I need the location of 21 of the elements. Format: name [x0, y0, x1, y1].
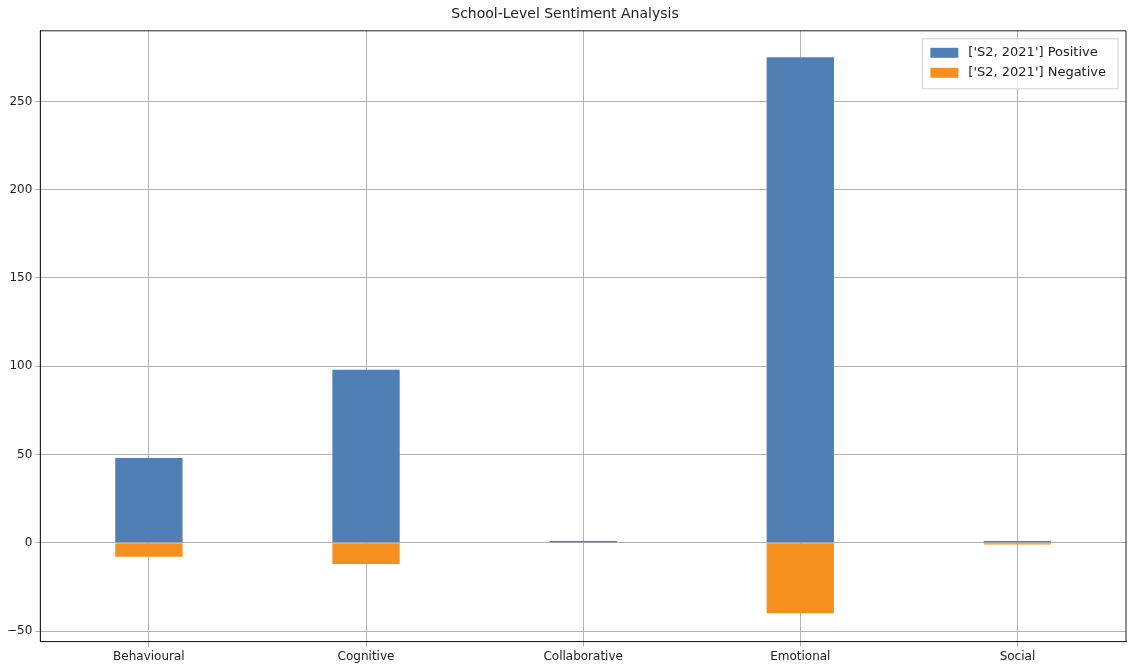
x-tick-label: Collaborative	[543, 648, 623, 663]
bar	[115, 543, 183, 557]
y-tick-label: 50	[17, 446, 33, 461]
y-tick-label: −50	[7, 623, 33, 638]
bar	[766, 543, 834, 614]
chart-title: School-Level Sentiment Analysis	[451, 5, 679, 22]
x-tick-label: Emotional	[770, 648, 831, 663]
y-tick-label: 100	[9, 358, 33, 373]
bar	[766, 57, 834, 543]
legend-label: ['S2, 2021'] Negative	[968, 64, 1106, 80]
y-tick-label: 0	[24, 534, 33, 549]
y-tick-label: 250	[9, 93, 33, 108]
x-tick-label: Behavioural	[113, 648, 185, 663]
y-tick-label: 200	[9, 181, 33, 196]
x-tick-label: Social	[999, 648, 1036, 663]
bar	[332, 369, 400, 543]
bar	[332, 543, 400, 564]
x-tick-label: Cognitive	[337, 648, 395, 663]
bar	[115, 458, 183, 543]
y-tick-label: 150	[9, 270, 33, 285]
legend-label: ['S2, 2021'] Positive	[968, 44, 1098, 60]
